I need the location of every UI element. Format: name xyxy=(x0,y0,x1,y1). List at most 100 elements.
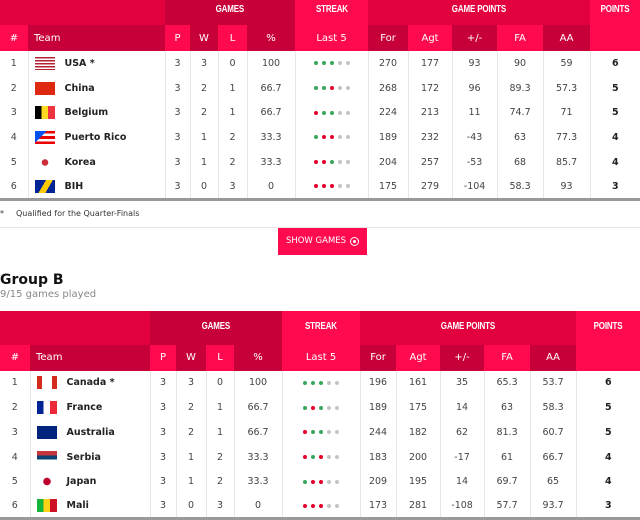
col-header-won: W xyxy=(176,344,206,371)
team-cell[interactable]: Puerto Rico xyxy=(28,125,166,150)
game-points-header: GAME POINTS xyxy=(368,0,591,25)
stat-diff: 14 xyxy=(440,469,485,495)
games-header: GAMES xyxy=(165,0,296,25)
stat-pct: 33.3 xyxy=(247,149,296,175)
stat-pts: 6 xyxy=(604,377,612,389)
pending-dot-icon xyxy=(327,405,332,410)
team-name[interactable]: Canada * xyxy=(66,377,115,389)
stat-agt: 182 xyxy=(396,420,441,445)
team-row[interactable]: 6 BIH 3 0 3 0 175 279 -104 58.3 93 3 xyxy=(0,174,640,201)
team-name[interactable]: Belgium xyxy=(64,107,109,119)
streak-cell xyxy=(295,174,369,201)
stat-p: 3 xyxy=(150,370,177,396)
team-row[interactable]: 3 Australia 3 2 1 66.7 244 182 62 81.3 60.7 5 xyxy=(0,420,640,445)
streak-cell xyxy=(282,469,361,495)
rank: 3 xyxy=(0,100,29,126)
team-row[interactable]: 4 Serbia 3 1 2 33.3 183 200 -17 61 66.7 4 xyxy=(0,444,640,470)
stat-agt: 213 xyxy=(408,100,453,126)
stat-agt: 279 xyxy=(408,174,453,201)
stat-diff: -43 xyxy=(452,125,498,150)
loss-dot-icon xyxy=(319,479,324,484)
team-row[interactable]: 2 China 3 2 1 66.7 268 172 96 89.3 57.3 5 xyxy=(0,75,640,101)
team-row[interactable]: 1 USA * 3 3 0 100 270 177 93 90 59 6 xyxy=(0,51,640,76)
stat-agt: 177 xyxy=(408,51,453,76)
team-cell[interactable]: USA * xyxy=(28,51,166,76)
team-name[interactable]: Puerto Rico xyxy=(64,131,127,143)
stat-fa: 61 xyxy=(484,444,531,470)
france-flag-icon xyxy=(36,401,57,415)
team-cell[interactable]: Belgium xyxy=(28,100,166,126)
games-played: 9/15 games played xyxy=(0,288,97,300)
team-cell[interactable]: Canada * xyxy=(30,370,151,396)
team-cell[interactable]: Japan xyxy=(30,469,151,495)
team-cell[interactable]: Korea xyxy=(28,149,166,175)
stat-pct: 0 xyxy=(247,174,296,201)
team-name[interactable]: Serbia xyxy=(66,451,101,463)
team-name[interactable]: France xyxy=(66,402,103,414)
col-header-played: P xyxy=(150,344,176,371)
team-row[interactable]: 5 Japan 3 1 2 33.3 209 195 14 69.7 65 4 xyxy=(0,469,640,495)
group-a-standings-table: GAMES STREAK GAME POINTS POINTS # Team P W L% La… xyxy=(0,0,640,201)
col-header-fa: FA xyxy=(497,25,544,51)
team-row[interactable]: 6 Mali 3 0 3 0 173 281 -108 57.7 93.7 3 xyxy=(0,494,640,520)
stat-for: 224 xyxy=(368,100,409,126)
team-cell[interactable]: BIH xyxy=(28,174,166,201)
team-name[interactable]: Japan xyxy=(66,476,97,488)
win-dot-icon xyxy=(313,61,318,66)
team-name[interactable]: BIH xyxy=(64,180,84,192)
team-cell[interactable]: France xyxy=(30,395,151,420)
col-header-percent: % xyxy=(247,25,296,51)
footnote: * Qualified for the Quarter-Finals xyxy=(0,201,640,228)
stat-w: 2 xyxy=(176,395,207,420)
team-name[interactable]: Australia xyxy=(66,426,115,438)
stat-for: 270 xyxy=(368,51,409,76)
stat-aa: 65 xyxy=(530,469,577,495)
streak-header: STREAK xyxy=(282,310,361,345)
team-name[interactable]: China xyxy=(64,82,95,94)
pending-dot-icon xyxy=(327,455,332,460)
col-header-against: Agt xyxy=(408,25,453,51)
rank: 3 xyxy=(0,420,31,445)
team-name[interactable]: USA * xyxy=(64,57,95,69)
pending-dot-icon xyxy=(337,160,342,165)
stat-for: 204 xyxy=(368,149,409,175)
streak-cell xyxy=(295,149,369,175)
group-a-section: GAMES STREAK GAME POINTS POINTS # Team P W L% La… xyxy=(0,0,640,255)
stat-l: 2 xyxy=(218,125,248,150)
stat-p: 3 xyxy=(150,444,177,470)
team-name[interactable]: Korea xyxy=(64,156,96,168)
team-cell[interactable]: Australia xyxy=(30,420,151,445)
team-row[interactable]: 2 France 3 2 1 66.7 189 175 14 63 58.3 5 xyxy=(0,395,640,420)
rank: 5 xyxy=(0,469,31,495)
team-row[interactable]: 1 Canada * 3 3 0 100 196 161 35 65.3 53.7 6 xyxy=(0,370,640,396)
stat-pts: 4 xyxy=(604,451,612,463)
col-header-diff: +/- xyxy=(452,25,498,51)
team-row[interactable]: 4 Puerto Rico 3 1 2 33.3 189 232 -43 63 77.3 4 xyxy=(0,125,640,150)
bih-flag-icon xyxy=(34,179,55,193)
stat-p: 3 xyxy=(150,494,177,520)
stat-pct: 33.3 xyxy=(234,444,283,470)
points-header: POINTS xyxy=(590,0,640,25)
team-cell[interactable]: Mali xyxy=(30,494,151,520)
belgium-flag-icon xyxy=(34,106,55,120)
stat-agt: 281 xyxy=(396,494,441,520)
australia-flag-icon xyxy=(36,425,57,439)
team-row[interactable]: 5 Korea 3 1 2 33.3 204 257 -53 68 85.7 4 xyxy=(0,149,640,175)
team-name[interactable]: Mali xyxy=(66,500,89,512)
streak-cell xyxy=(295,125,369,150)
streak-cell xyxy=(282,444,361,470)
team-cell[interactable]: Serbia xyxy=(30,444,151,470)
stat-l: 0 xyxy=(218,51,248,76)
loss-dot-icon xyxy=(329,135,334,140)
team-row[interactable]: 3 Belgium 3 2 1 66.7 224 213 11 74.7 71 5 xyxy=(0,100,640,126)
stat-aa: 53.7 xyxy=(530,370,577,396)
stat-w: 0 xyxy=(176,494,207,520)
show-games-button[interactable]: SHOW GAMES xyxy=(278,227,367,255)
team-cell[interactable]: China xyxy=(28,75,166,101)
pending-dot-icon xyxy=(345,160,350,165)
pending-dot-icon xyxy=(327,430,332,435)
win-dot-icon xyxy=(303,479,308,484)
china-flag-icon xyxy=(34,81,55,95)
stat-diff: 62 xyxy=(440,420,485,445)
stat-agt: 195 xyxy=(396,469,441,495)
